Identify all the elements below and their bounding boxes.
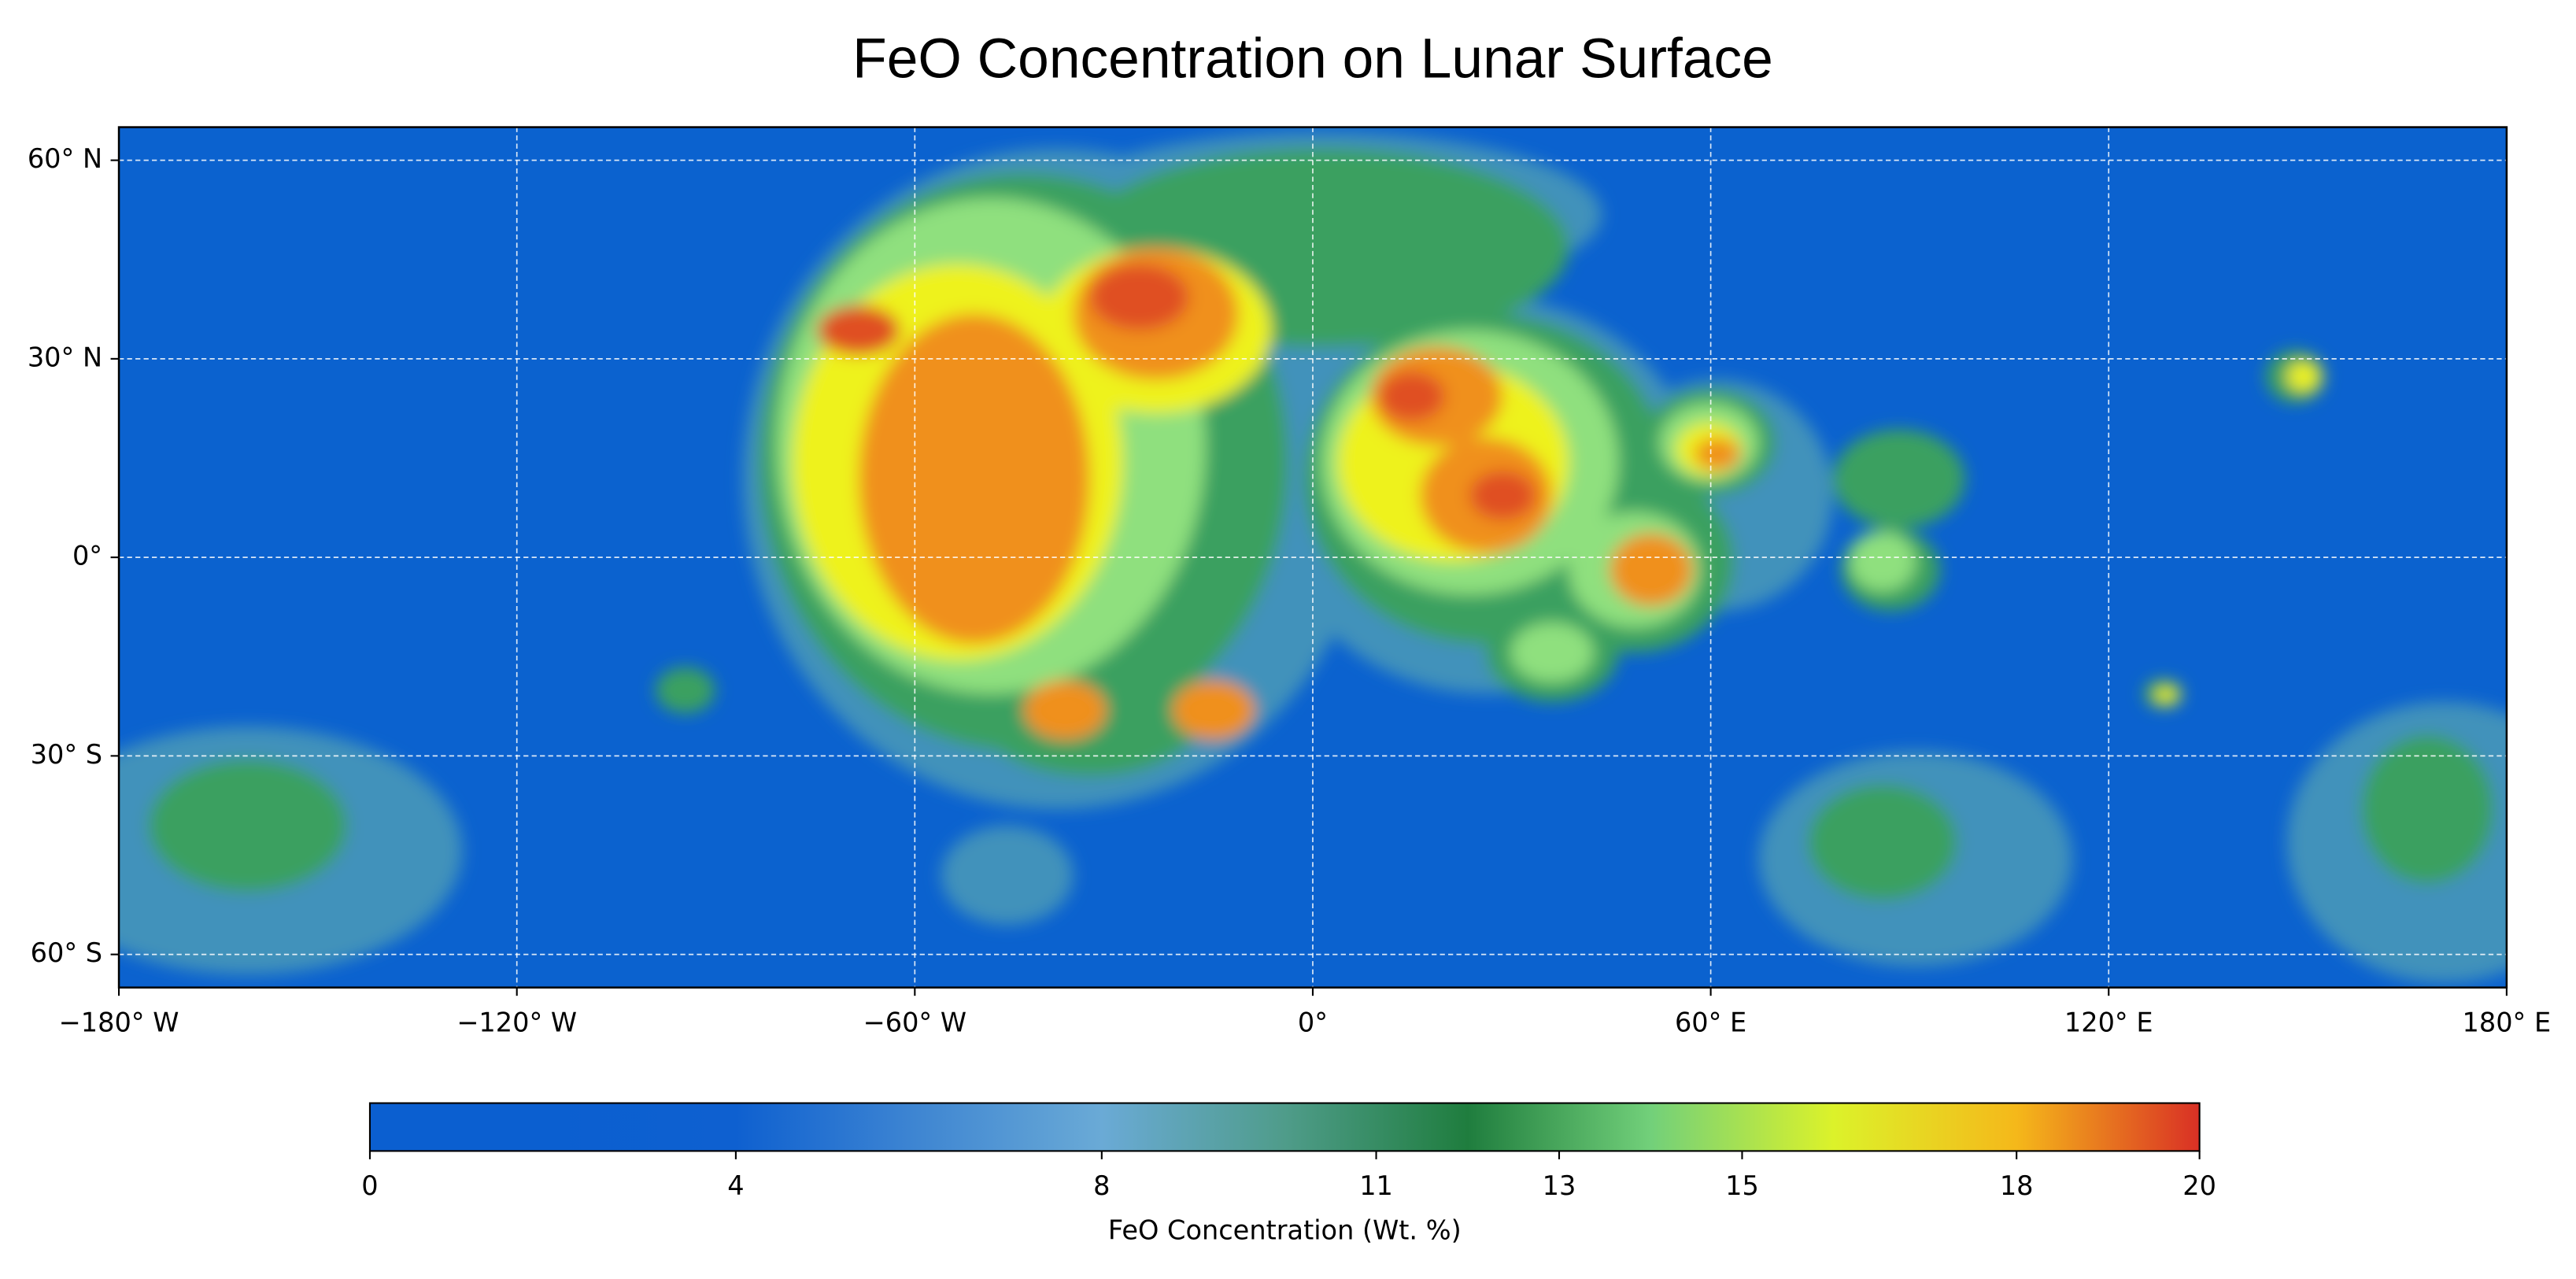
colorbar (368, 1102, 2201, 1152)
y-tick-label: 0° (72, 541, 102, 571)
x-tick-label: −180° W (59, 1007, 179, 1037)
colorbar-tick-label: 20 (2182, 1170, 2216, 1201)
x-tick-label: −60° W (863, 1007, 966, 1037)
chart-title: FeO Concentration on Lunar Surface (852, 28, 1773, 91)
colorbar-tick-label: 4 (727, 1170, 744, 1201)
y-tick-label: 60° N (28, 143, 102, 174)
x-tick-label: 180° E (2463, 1007, 2552, 1037)
colorbar-tick-label: 18 (2000, 1170, 2034, 1201)
x-tick-label: 0° (1298, 1007, 1328, 1037)
x-tick-label: 120° E (2064, 1007, 2153, 1037)
y-tick-label: 30° N (28, 342, 102, 372)
map-features (119, 131, 2507, 983)
y-tick-label: 60° S (31, 937, 102, 968)
colorbar-tick-label: 15 (1725, 1170, 1759, 1201)
colorbar-tick-label: 8 (1093, 1170, 1110, 1201)
colorbar-label: FeO Concentration (Wt. %) (1108, 1215, 1462, 1246)
x-tick-label: 60° E (1675, 1007, 1746, 1037)
y-tick-label: 30° S (31, 739, 102, 770)
colorbar-tick-label: 11 (1359, 1170, 1393, 1201)
colorbar-tick-label: 13 (1543, 1170, 1576, 1201)
x-tick-label: −120° W (456, 1007, 577, 1037)
colorbar-tick-label: 0 (361, 1170, 378, 1201)
